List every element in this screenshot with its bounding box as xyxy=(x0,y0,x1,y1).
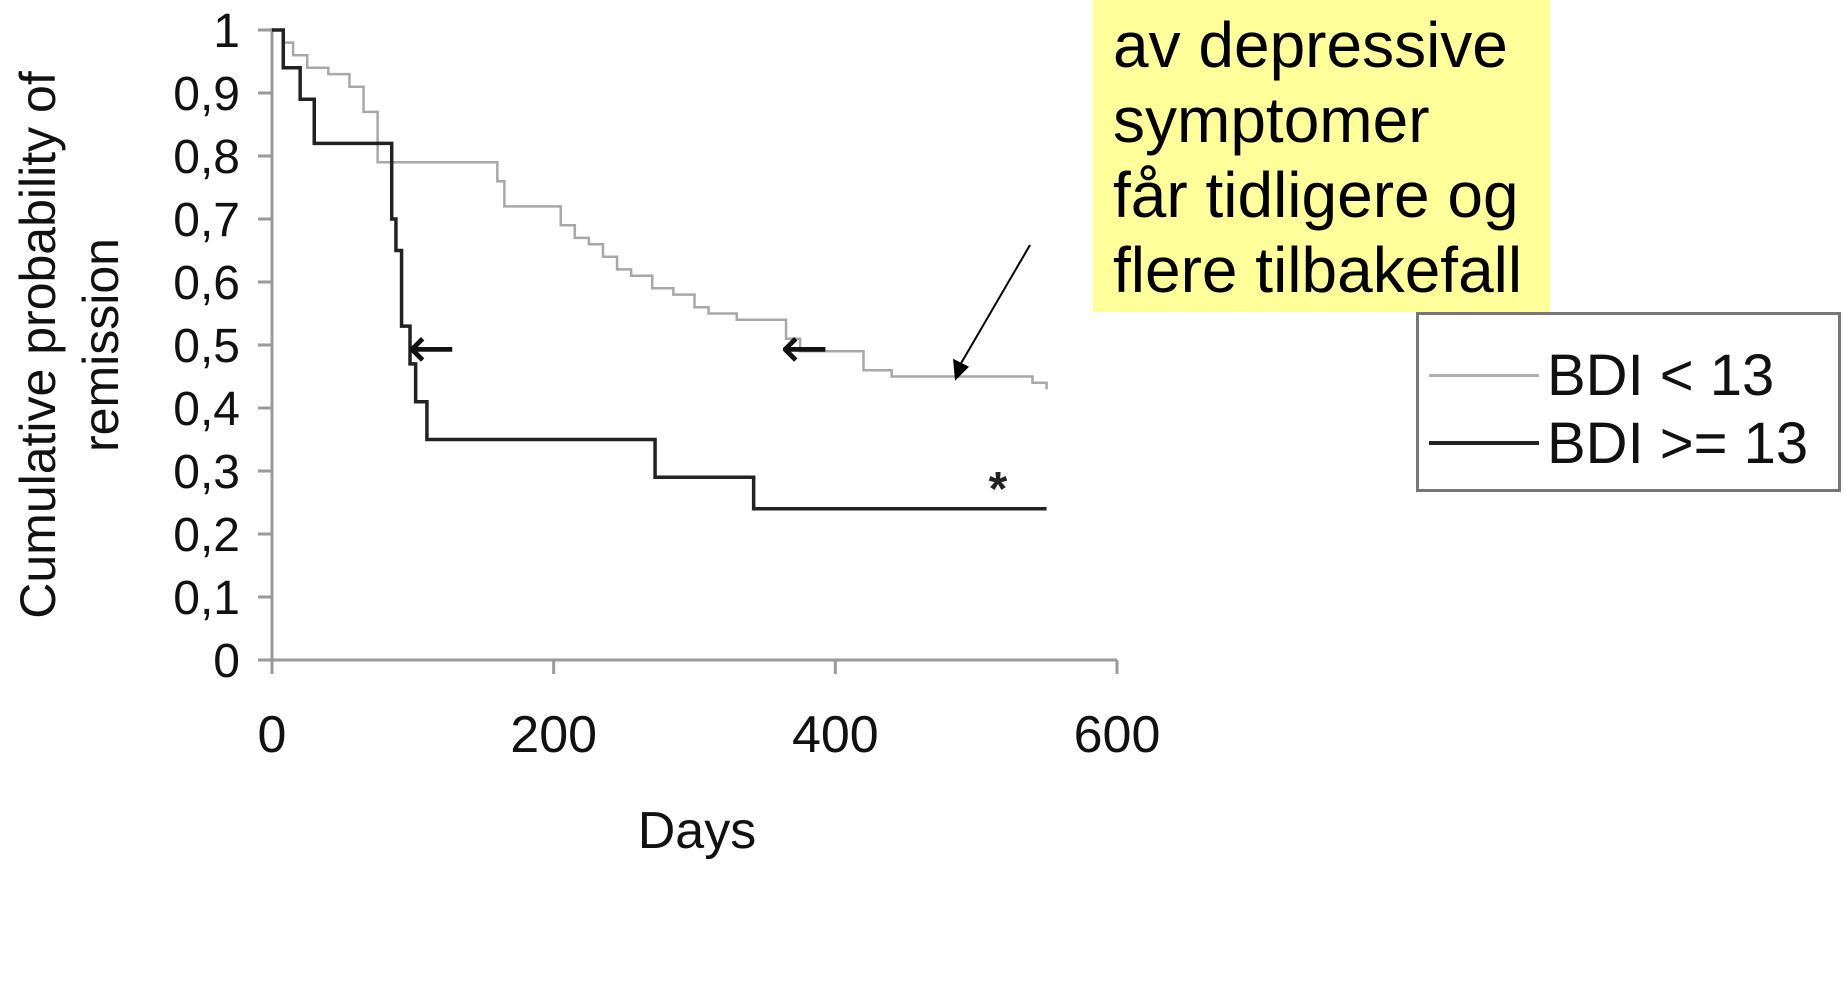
legend-swatch-bdi-low xyxy=(1429,373,1539,377)
x-axis-label: Days xyxy=(638,802,756,860)
y-tick-label: 0,6 xyxy=(173,257,240,310)
x-tick-label: 400 xyxy=(792,706,879,764)
chart-axes: 0 0,1 0,2 0,3 0,4 0,5 0,6 0,7 0,8 0,9 1 0 200 400 600 D… xyxy=(10,5,1160,860)
x-tick-label: 0 xyxy=(258,706,287,764)
x-tick-label: 600 xyxy=(1074,706,1161,764)
callout-line-2: symptomer xyxy=(1113,84,1430,156)
y-tick-label: 0 xyxy=(213,635,240,688)
chart-legend: BDI < 13 BDI >= 13 xyxy=(1416,312,1841,492)
y-tick-label: 0,8 xyxy=(173,131,240,184)
chart-annotations: ← ← * xyxy=(407,244,1031,516)
y-axis-label-line-2: remission xyxy=(73,238,129,452)
legend-item-bdi-low: BDI < 13 xyxy=(1429,343,1774,408)
arrow-icon-2: ← xyxy=(780,313,829,381)
legend-label-bdi-high: BDI >= 13 xyxy=(1547,410,1809,476)
y-axis-label-line-1: Cumulative probability of xyxy=(10,71,66,619)
y-tick-label: 0,1 xyxy=(173,572,240,625)
y-tick-label: 0,2 xyxy=(173,509,240,562)
y-tick-label: 0,9 xyxy=(173,68,240,121)
arrow-icon-1: ← xyxy=(407,313,456,381)
significance-star: * xyxy=(989,463,1008,516)
legend-item-bdi-high: BDI >= 13 xyxy=(1429,411,1808,476)
y-tick-label: 0,4 xyxy=(173,383,240,436)
y-tick-label: 0,7 xyxy=(173,194,240,247)
y-tick-label: 0,3 xyxy=(173,446,240,499)
series-line-bdi-low xyxy=(272,28,1048,390)
legend-label-bdi-low: BDI < 13 xyxy=(1547,342,1775,408)
x-tick-label: 200 xyxy=(510,706,597,764)
callout-line-1: av depressive xyxy=(1113,9,1508,81)
callout-box: av depressive symptomer får tidligere og… xyxy=(1093,0,1550,312)
callout-line-3: får tidligere og xyxy=(1113,159,1519,231)
y-tick-label: 1 xyxy=(213,5,240,58)
legend-swatch-bdi-high xyxy=(1429,441,1539,445)
callout-line-4: flere tilbakefall xyxy=(1113,234,1523,306)
y-tick-label: 0,5 xyxy=(173,320,240,373)
callout-pointer-line xyxy=(958,244,1031,368)
callout-pointer-head xyxy=(953,358,970,381)
chart-series xyxy=(272,28,1048,511)
series-line-bdi-high xyxy=(272,28,1047,511)
